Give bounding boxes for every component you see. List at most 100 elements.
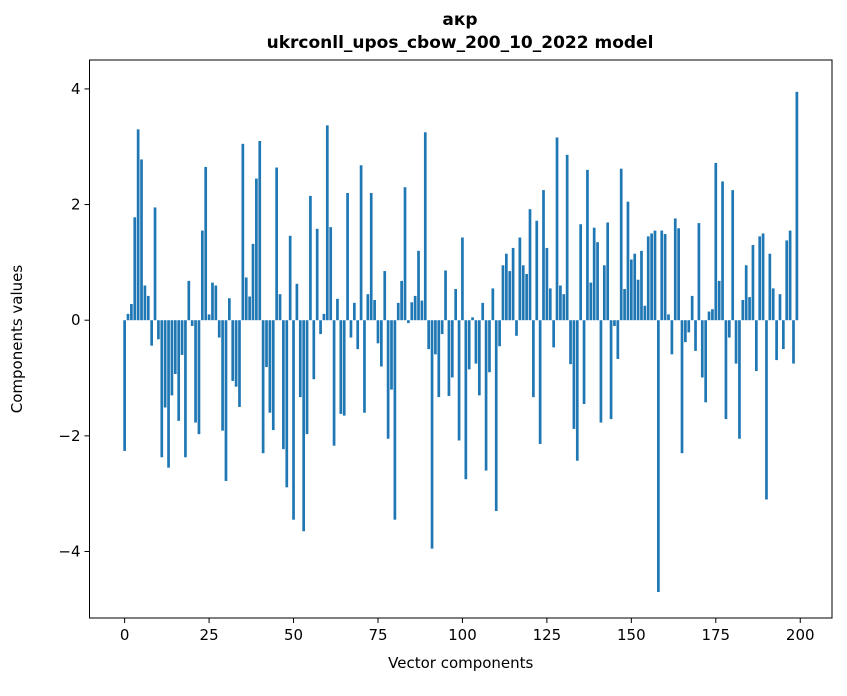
bar: [241, 143, 245, 321]
bar: [143, 285, 147, 321]
bar: [528, 209, 532, 321]
bar: [525, 273, 528, 321]
bar: [278, 294, 282, 321]
bar: [599, 320, 603, 423]
bar: [417, 250, 420, 321]
axes-group: [89, 59, 833, 619]
bar: [292, 320, 295, 520]
bar: [569, 320, 572, 365]
x-axis-label: Vector components: [388, 654, 533, 672]
bar: [765, 320, 768, 500]
bar: [731, 190, 735, 321]
bar: [309, 195, 312, 321]
bar: [427, 320, 431, 350]
y-tick-label: 2: [71, 196, 81, 214]
bar: [650, 233, 653, 321]
bar: [643, 305, 647, 321]
bar: [332, 320, 336, 446]
bar: [285, 320, 289, 488]
bar: [157, 320, 160, 340]
bar: [721, 181, 724, 321]
bar: [575, 320, 579, 461]
bar: [542, 190, 545, 321]
chart-subtitle: ukrconll_upos_cbow_200_10_2022 model: [267, 33, 654, 53]
chart-title: акр: [442, 10, 477, 30]
bar: [400, 280, 403, 321]
bar: [700, 320, 704, 378]
bar: [646, 236, 650, 321]
bar: [663, 234, 667, 321]
x-tick-label: 100: [448, 626, 477, 644]
bar: [420, 300, 424, 321]
bar: [629, 259, 633, 321]
bar: [552, 320, 555, 348]
bar: [194, 320, 197, 423]
y-tick-label: −2: [58, 427, 80, 445]
bar: [748, 297, 751, 321]
bar: [214, 285, 218, 321]
bar: [586, 169, 589, 321]
bar: [146, 295, 150, 321]
bar: [532, 320, 535, 398]
bar: [738, 320, 741, 439]
bar: [657, 320, 660, 592]
bar: [329, 227, 333, 321]
bar: [785, 240, 789, 321]
bar: [494, 320, 498, 512]
bar: [616, 320, 620, 359]
bar: [342, 320, 346, 416]
bar: [782, 320, 785, 350]
y-axis-ticks: −4 −2 0 2 4: [58, 80, 90, 561]
bar: [150, 320, 154, 346]
bar: [339, 320, 343, 414]
bar: [200, 230, 204, 321]
bar: [207, 314, 211, 321]
bar: [173, 320, 177, 374]
x-tick-label: 125: [533, 626, 562, 644]
bar: [383, 271, 387, 321]
bar: [461, 237, 464, 321]
bar: [788, 230, 792, 321]
bar: [633, 253, 637, 321]
bar: [464, 320, 468, 480]
bar: [298, 320, 302, 398]
bar: [440, 320, 444, 335]
bar: [680, 320, 684, 454]
x-axis-ticks: 0 25 50 75 100 125 150 175 200: [120, 618, 815, 644]
bar: [346, 192, 349, 321]
bar: [467, 320, 471, 370]
bar: [275, 167, 278, 321]
bar: [694, 320, 697, 351]
bar: [359, 165, 363, 321]
bar: [640, 250, 643, 321]
bar: [265, 320, 268, 368]
bar: [704, 320, 708, 403]
bar: [170, 320, 174, 396]
x-tick-label: 75: [368, 626, 387, 644]
bar: [187, 280, 191, 321]
x-tick-label: 0: [120, 626, 130, 644]
bar: [413, 295, 417, 321]
bar: [376, 320, 380, 344]
bar: [184, 320, 187, 458]
bar: [447, 320, 451, 396]
bar: [687, 320, 691, 333]
bar: [711, 309, 714, 321]
bar: [602, 265, 606, 321]
bar: [572, 320, 576, 429]
bar: [606, 222, 610, 321]
bar: [511, 247, 515, 321]
bar: [768, 253, 772, 321]
bar: [315, 228, 319, 321]
bar: [305, 320, 309, 435]
x-tick-label: 25: [200, 626, 219, 644]
bar: [457, 320, 461, 441]
bar: [197, 320, 201, 435]
y-tick-label: 0: [71, 311, 81, 329]
bar: [325, 125, 329, 321]
bar: [636, 279, 640, 321]
bar: [477, 320, 481, 396]
bar: [677, 228, 680, 321]
bar: [727, 320, 731, 338]
bar: [126, 313, 130, 321]
